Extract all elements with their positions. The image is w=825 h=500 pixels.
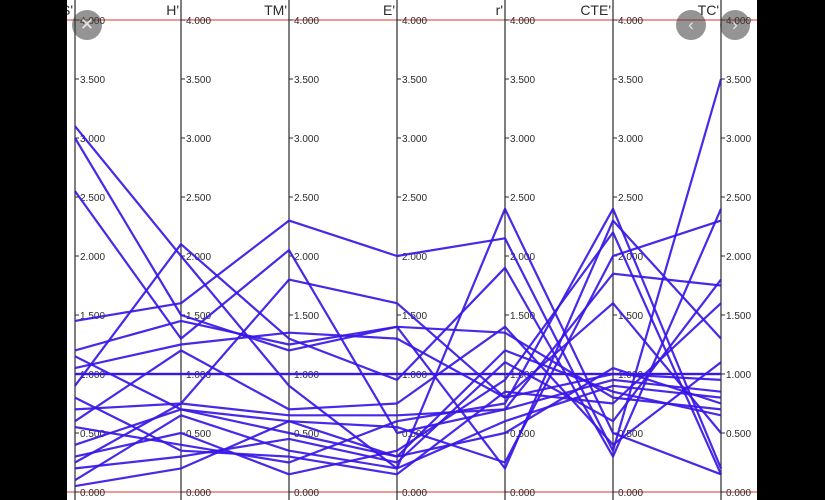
tick-label: 2.500 <box>294 193 319 204</box>
tick-label: 1.000 <box>186 370 211 381</box>
tick-label: 3.500 <box>294 75 319 86</box>
tick-label: 2.000 <box>80 252 105 263</box>
tick-label: 3.500 <box>726 75 751 86</box>
tick-label: 1.500 <box>510 311 535 322</box>
tick-label: 3.000 <box>186 134 211 145</box>
tick-label: 0.500 <box>510 429 535 440</box>
tick-label: 0.000 <box>402 488 427 499</box>
tick-label: 1.500 <box>402 311 427 322</box>
tick-label: 1.500 <box>80 311 105 322</box>
tick-label: 3.000 <box>726 134 751 145</box>
tick-label: 4.000 <box>618 16 643 27</box>
axis-title: UTS' <box>67 2 73 18</box>
tick-label: 1.500 <box>618 311 643 322</box>
axis-title: TC' <box>698 2 719 18</box>
tick-label: 4.000 <box>402 16 427 27</box>
data-line <box>74 278 722 470</box>
tick-label: 0.000 <box>510 488 535 499</box>
tick-label: 0.000 <box>294 488 319 499</box>
tick-label: 3.500 <box>510 75 535 86</box>
tick-label: 4.000 <box>186 16 211 27</box>
tick-label: 2.500 <box>186 193 211 204</box>
tick-label: 2.000 <box>510 252 535 263</box>
tick-label: 3.000 <box>80 134 105 145</box>
tick-label: 3.000 <box>402 134 427 145</box>
data-line <box>74 331 722 399</box>
data-line <box>74 302 722 476</box>
data-line <box>74 78 723 452</box>
tick-label: 0.500 <box>294 429 319 440</box>
tick-label: 2.500 <box>726 193 751 204</box>
data-line <box>74 208 723 458</box>
tick-label: 2.000 <box>618 252 643 263</box>
next-image-icon[interactable]: › <box>720 10 750 40</box>
tick-label: 2.500 <box>510 193 535 204</box>
data-line <box>74 219 722 488</box>
tick-label: 0.500 <box>80 429 105 440</box>
axis-title: TM' <box>264 2 287 18</box>
tick-label: 3.500 <box>618 75 643 86</box>
tick-label: 1.000 <box>510 370 535 381</box>
previous-image-icon[interactable]: ‹ <box>676 10 706 40</box>
data-line <box>74 378 722 464</box>
tick-label: 0.500 <box>726 429 751 440</box>
data-line <box>74 190 722 435</box>
parallel-coordinates-chart: 0.000 0.500 1.000 1.500 2.000 2.500 3.000 3.500… <box>67 0 757 500</box>
tick-label: 3.500 <box>402 75 427 86</box>
tick-label: 1.500 <box>294 311 319 322</box>
tick-label: 2.000 <box>726 252 751 263</box>
tick-label: 1.000 <box>80 370 105 381</box>
data-line <box>74 325 722 446</box>
close-icon[interactable]: ✕ <box>72 10 102 40</box>
data-line <box>74 355 722 458</box>
tick-label: 0.000 <box>80 488 105 499</box>
data-line <box>74 231 723 476</box>
tick-label: 3.000 <box>618 134 643 145</box>
tick-label: 2.000 <box>402 252 427 263</box>
data-line <box>74 319 722 411</box>
tick-label: 2.500 <box>402 193 427 204</box>
tick-label: 0.000 <box>618 488 643 499</box>
tick-label: 1.500 <box>186 311 211 322</box>
data-line <box>74 384 722 482</box>
axis-title: E' <box>383 2 395 18</box>
tick-label: 2.500 <box>618 193 643 204</box>
tick-label: 0.500 <box>186 429 211 440</box>
tick-label: 4.000 <box>510 16 535 27</box>
tick-label: 1.000 <box>402 370 427 381</box>
tick-label: 4.000 <box>294 16 319 27</box>
tick-label: 0.000 <box>726 488 751 499</box>
tick-label: 1.000 <box>726 370 751 381</box>
tick-label: 2.000 <box>294 252 319 263</box>
tick-label: 0.500 <box>618 429 643 440</box>
data-line <box>74 207 723 469</box>
axis-title: r' <box>496 2 503 18</box>
tick-label: 3.500 <box>186 75 211 86</box>
chart-image: 0.000 0.500 1.000 1.500 2.000 2.500 3.000 3.500… <box>67 0 757 500</box>
tick-label: 1.500 <box>726 311 751 322</box>
tick-label: 0.000 <box>186 488 211 499</box>
tick-label: 2.500 <box>80 193 105 204</box>
tick-label: 3.500 <box>80 75 105 86</box>
tick-label: 0.500 <box>402 429 427 440</box>
tick-label: 1.000 <box>294 370 319 381</box>
tick-label: 2.000 <box>186 252 211 263</box>
axis-title: CTE' <box>580 2 611 18</box>
axis-title: H' <box>166 2 179 18</box>
tick-label: 3.000 <box>294 134 319 145</box>
tick-label: 3.000 <box>510 134 535 145</box>
